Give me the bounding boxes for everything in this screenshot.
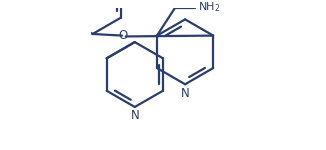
Text: N: N	[181, 87, 189, 100]
Text: N: N	[130, 109, 139, 122]
Text: O: O	[119, 29, 128, 42]
Text: NH$_2$: NH$_2$	[198, 1, 221, 14]
